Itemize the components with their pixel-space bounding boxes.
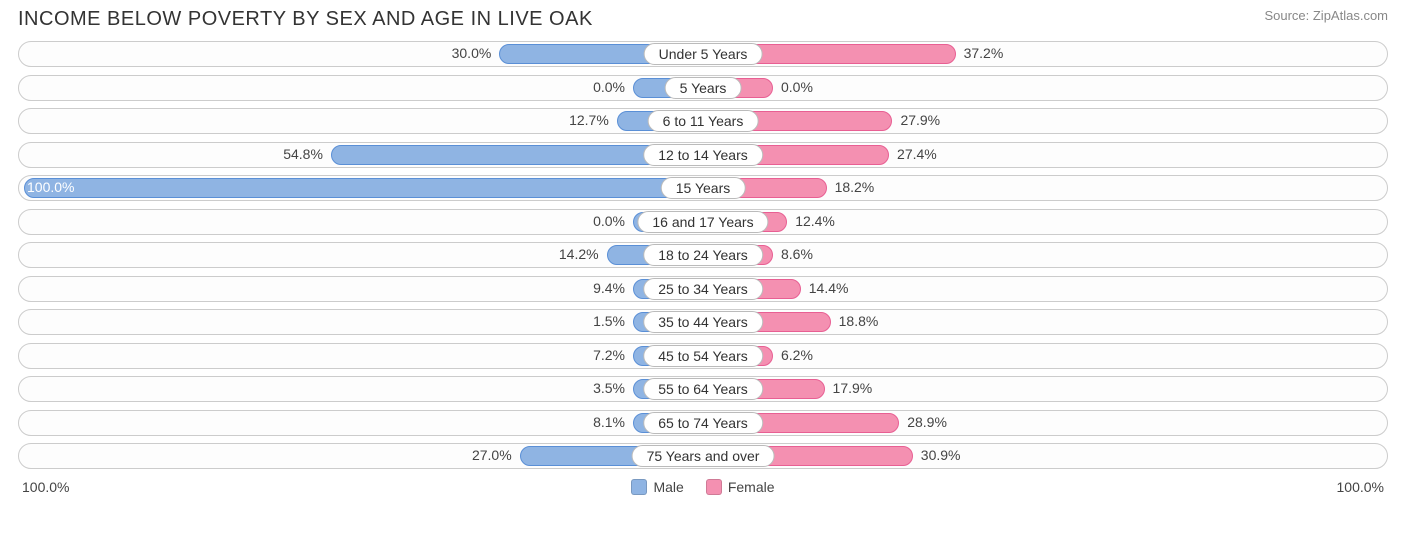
female-value: 37.2% bbox=[964, 45, 1004, 61]
male-value: 7.2% bbox=[593, 347, 625, 363]
chart-header: INCOME BELOW POVERTY BY SEX AND AGE IN L… bbox=[0, 0, 1406, 35]
female-value: 18.8% bbox=[839, 313, 879, 329]
male-value: 100.0% bbox=[27, 179, 74, 195]
chart-row: 0.0% 12.4% 16 and 17 Years bbox=[18, 209, 1388, 235]
male-value: 9.4% bbox=[593, 280, 625, 296]
female-value: 14.4% bbox=[809, 280, 849, 296]
legend-female-label: Female bbox=[728, 479, 775, 495]
chart-row: 14.2% 8.6% 18 to 24 Years bbox=[18, 242, 1388, 268]
male-value: 3.5% bbox=[593, 380, 625, 396]
poverty-by-sex-age-chart: INCOME BELOW POVERTY BY SEX AND AGE IN L… bbox=[0, 0, 1406, 559]
male-value: 54.8% bbox=[283, 146, 323, 162]
legend-male: Male bbox=[631, 479, 683, 495]
female-value: 18.2% bbox=[835, 179, 875, 195]
chart-row: 7.2% 6.2% 45 to 54 Years bbox=[18, 343, 1388, 369]
female-value: 6.2% bbox=[781, 347, 813, 363]
category-label: 35 to 44 Years bbox=[643, 311, 763, 333]
legend-female: Female bbox=[706, 479, 775, 495]
category-label: 5 Years bbox=[665, 77, 742, 99]
chart-row: 30.0% 37.2% Under 5 Years bbox=[18, 41, 1388, 67]
category-label: 55 to 64 Years bbox=[643, 378, 763, 400]
category-label: 65 to 74 Years bbox=[643, 412, 763, 434]
category-label: 16 and 17 Years bbox=[637, 211, 768, 233]
category-label: 25 to 34 Years bbox=[643, 278, 763, 300]
chart-source: Source: ZipAtlas.com bbox=[1264, 8, 1388, 23]
male-value: 8.1% bbox=[593, 414, 625, 430]
category-label: 6 to 11 Years bbox=[648, 110, 759, 132]
axis-left-max: 100.0% bbox=[22, 479, 69, 495]
chart-row: 3.5% 17.9% 55 to 64 Years bbox=[18, 376, 1388, 402]
chart-row: 0.0% 0.0% 5 Years bbox=[18, 75, 1388, 101]
male-bar bbox=[24, 178, 703, 198]
chart-row: 100.0% 18.2% 15 Years bbox=[18, 175, 1388, 201]
male-value: 1.5% bbox=[593, 313, 625, 329]
chart-row: 9.4% 14.4% 25 to 34 Years bbox=[18, 276, 1388, 302]
category-label: Under 5 Years bbox=[644, 43, 763, 65]
female-value: 12.4% bbox=[795, 213, 835, 229]
chart-row: 8.1% 28.9% 65 to 74 Years bbox=[18, 410, 1388, 436]
male-value: 0.0% bbox=[593, 79, 625, 95]
category-label: 45 to 54 Years bbox=[643, 345, 763, 367]
legend-female-swatch bbox=[706, 479, 722, 495]
legend-male-swatch bbox=[631, 479, 647, 495]
female-value: 27.9% bbox=[900, 112, 940, 128]
legend-male-label: Male bbox=[653, 479, 683, 495]
category-label: 12 to 14 Years bbox=[643, 144, 763, 166]
chart-rows: 30.0% 37.2% Under 5 Years 0.0% 0.0% 5 Years 12… bbox=[0, 35, 1406, 469]
chart-footer: 100.0% Male Female 100.0% bbox=[0, 477, 1406, 495]
axis-right-max: 100.0% bbox=[1337, 479, 1384, 495]
chart-title: INCOME BELOW POVERTY BY SEX AND AGE IN L… bbox=[18, 8, 593, 31]
chart-row: 1.5% 18.8% 35 to 44 Years bbox=[18, 309, 1388, 335]
female-value: 30.9% bbox=[921, 447, 961, 463]
category-label: 18 to 24 Years bbox=[643, 244, 763, 266]
chart-legend: Male Female bbox=[631, 479, 774, 495]
female-value: 27.4% bbox=[897, 146, 937, 162]
chart-row: 54.8% 27.4% 12 to 14 Years bbox=[18, 142, 1388, 168]
male-value: 0.0% bbox=[593, 213, 625, 229]
category-label: 15 Years bbox=[661, 177, 746, 199]
chart-row: 12.7% 27.9% 6 to 11 Years bbox=[18, 108, 1388, 134]
female-value: 8.6% bbox=[781, 246, 813, 262]
female-value: 0.0% bbox=[781, 79, 813, 95]
female-value: 28.9% bbox=[907, 414, 947, 430]
male-value: 30.0% bbox=[452, 45, 492, 61]
male-value: 12.7% bbox=[569, 112, 609, 128]
chart-row: 27.0% 30.9% 75 Years and over bbox=[18, 443, 1388, 469]
male-value: 14.2% bbox=[559, 246, 599, 262]
category-label: 75 Years and over bbox=[632, 445, 775, 467]
female-value: 17.9% bbox=[833, 380, 873, 396]
male-value: 27.0% bbox=[472, 447, 512, 463]
